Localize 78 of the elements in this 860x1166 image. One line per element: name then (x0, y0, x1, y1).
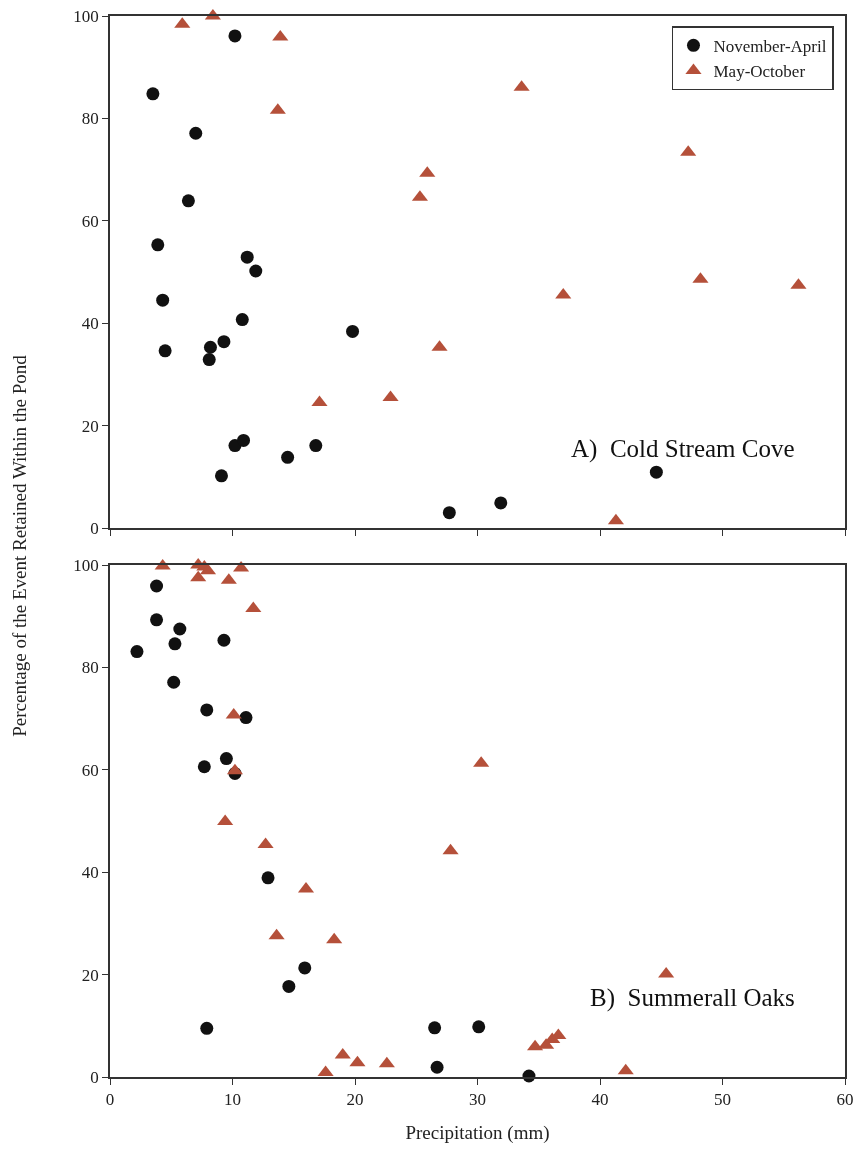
y-axis-title: Percentage of the Event Retained Within the Pond (9, 355, 31, 737)
point (217, 633, 231, 647)
annotation: B) Summerall Oaks (590, 984, 795, 1012)
point (235, 313, 249, 327)
point (130, 645, 144, 659)
y-tick-label: 80 (81, 658, 99, 678)
point (472, 1020, 486, 1034)
point (156, 293, 170, 307)
point (181, 194, 195, 208)
point (197, 760, 211, 774)
point (617, 1063, 634, 1075)
point (282, 979, 296, 993)
point (167, 675, 181, 689)
point (281, 450, 295, 464)
point (158, 344, 172, 358)
point (249, 264, 263, 278)
point (200, 1021, 214, 1035)
point (203, 340, 217, 354)
y-tick-label: 80 (81, 109, 99, 129)
point (202, 353, 216, 367)
point (378, 1056, 395, 1068)
y-tick-label: 60 (81, 211, 99, 231)
y-tick-label: 20 (81, 416, 99, 436)
point (298, 961, 312, 975)
point (607, 513, 624, 525)
y-tick-label: 0 (90, 1067, 99, 1087)
point (239, 711, 253, 725)
y-tick-label: 40 (81, 863, 99, 883)
y-tick-label: 100 (73, 555, 99, 575)
point (150, 613, 164, 627)
point (261, 871, 275, 885)
x-tick-label: 0 (105, 1090, 115, 1110)
x-tick-label: 10 (224, 1090, 241, 1110)
point (168, 637, 182, 651)
point (189, 126, 203, 140)
point (334, 1047, 351, 1059)
point (190, 570, 207, 582)
point (257, 837, 274, 849)
point (146, 87, 160, 101)
point (217, 814, 234, 826)
point (311, 395, 328, 407)
point (217, 335, 231, 349)
point (173, 622, 187, 636)
legend-label: November-April (713, 36, 827, 56)
y-tick-label: 0 (90, 518, 99, 538)
y-tick-label: 60 (81, 760, 99, 780)
x-tick-label: 20 (346, 1090, 364, 1110)
point (346, 324, 360, 338)
point (228, 29, 242, 43)
point (245, 601, 262, 613)
point (442, 506, 456, 520)
x-tick-label: 30 (469, 1090, 486, 1110)
legend-label: May-October (713, 62, 806, 82)
point (272, 29, 289, 41)
point (442, 843, 459, 855)
annotation: A) Cold Stream Cove (571, 435, 795, 463)
point (309, 439, 323, 453)
point (430, 1060, 444, 1074)
point (237, 433, 251, 447)
y-tick-label: 40 (81, 314, 99, 334)
x-tick-label: 40 (591, 1090, 609, 1110)
point (200, 703, 214, 717)
x-axis-title: Precipitation (mm) (405, 1122, 550, 1145)
y-tick-label: 20 (81, 965, 99, 985)
x-tick-label: 50 (714, 1090, 731, 1110)
point (268, 928, 285, 940)
point (428, 1021, 442, 1035)
point (649, 465, 663, 479)
point (219, 752, 233, 766)
x-tick-label: 60 (836, 1090, 854, 1110)
point (214, 469, 228, 483)
point (151, 238, 165, 252)
y-tick-label: 100 (73, 6, 99, 26)
point (240, 250, 254, 264)
point (326, 932, 343, 944)
point (349, 1055, 366, 1067)
point (150, 579, 164, 593)
point (494, 496, 508, 510)
